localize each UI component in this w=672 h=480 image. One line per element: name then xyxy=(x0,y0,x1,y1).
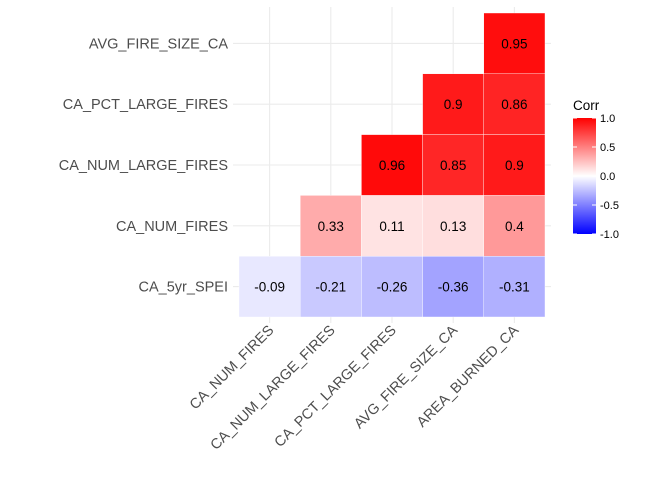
heatmap-cell-ca-num-fires-ca-pct-large-fires xyxy=(361,195,423,257)
heatmap-cell-ca-num-large-fires-avg-fire-size-ca xyxy=(422,134,485,196)
cell-value-label: 0.86 xyxy=(501,97,527,112)
y-tick-label-ca-num-fires: CA_NUM_FIRES xyxy=(116,219,228,235)
heatmap-cell-ca-num-fires-ca-num-large-fires xyxy=(300,195,362,257)
heatmap-cell-ca-pct-large-fires-avg-fire-size-ca xyxy=(422,73,485,135)
legend-tick-label: 0.5 xyxy=(600,142,615,154)
cell-value-label: 0.85 xyxy=(440,158,466,173)
cell-value-label: 0.4 xyxy=(505,219,524,234)
cell-value-label: 0.11 xyxy=(379,219,404,234)
heatmap-cell-ca-5yr-spei-ca-num-large-fires xyxy=(300,256,362,318)
x-tick-label-ca-num-large-fires: CA_NUM_LARGE_FIRES xyxy=(208,323,339,454)
heatmap-cell-ca-num-fires-avg-fire-size-ca xyxy=(422,195,485,257)
heatmap-cells xyxy=(238,12,546,318)
cell-value-label: 0.96 xyxy=(379,158,405,173)
cell-value-label: 0.13 xyxy=(440,219,466,234)
cell-value-label: 0.9 xyxy=(444,97,463,112)
y-axis-tick-labels: CA_5yr_SPEI CA_NUM_FIRES CA_NUM_LARGE_FIRE… xyxy=(59,36,229,295)
heatmap-cell-ca-num-fires-area-burned-ca xyxy=(483,195,546,257)
legend-color-bar xyxy=(573,118,596,234)
heatmap-cell-ca-5yr-spei-ca-pct-large-fires xyxy=(361,256,423,318)
heatmap-cell-ca-5yr-spei-ca-num-fires xyxy=(238,256,301,318)
x-tick-label-avg-fire-size-ca: AVG_FIRE_SIZE_CA xyxy=(351,322,461,432)
legend-tick-label: -1.0 xyxy=(600,229,619,241)
legend-title: Corr xyxy=(573,98,600,113)
cell-value-label: 0.33 xyxy=(318,219,344,234)
cell-value-label: -0.31 xyxy=(499,280,530,295)
heatmap-cell-ca-5yr-spei-area-burned-ca xyxy=(483,256,546,318)
legend-tick-label: 0.0 xyxy=(600,171,615,183)
legend-tick-label: -0.5 xyxy=(600,200,619,212)
cell-value-label: -0.09 xyxy=(254,280,285,295)
cell-value-label: 0.9 xyxy=(505,158,524,173)
y-tick-label-avg-fire-size-ca: AVG_FIRE_SIZE_CA xyxy=(89,36,228,52)
cell-value-labels: -0.09 -0.21 -0.26 -0.36 -0.31 0.33 0.11 0.13 0.4… xyxy=(254,36,530,294)
y-tick-label-ca-num-large-fires: CA_NUM_LARGE_FIRES xyxy=(59,158,228,174)
legend-tick-label: 1.0 xyxy=(600,113,615,125)
cell-value-label: -0.26 xyxy=(377,280,408,295)
heatmap-cell-ca-num-large-fires-area-burned-ca xyxy=(483,134,546,196)
x-tick-label-ca-pct-large-fires: CA_PCT_LARGE_FIRES xyxy=(272,323,400,451)
x-tick-label-area-burned-ca: AREA_BURNED_CA xyxy=(414,322,522,430)
x-axis-tick-labels: CA_NUM_FIRESCA_NUM_LARGE_FIRESCA_PCT_LAR… xyxy=(187,322,523,453)
heatmap-cell-ca-5yr-spei-avg-fire-size-ca xyxy=(422,256,485,318)
y-tick-label-ca-5yr-spei: CA_5yr_SPEI xyxy=(139,280,228,296)
y-tick-label-ca-pct-large-fires: CA_PCT_LARGE_FIRES xyxy=(63,97,228,113)
heatmap-cell-ca-num-large-fires-ca-pct-large-fires xyxy=(361,134,423,196)
cell-value-label: 0.95 xyxy=(501,36,527,51)
color-legend: Corr 1.0 0.5 0.0 -0.5 -1.0 xyxy=(573,98,619,241)
cell-value-label: -0.21 xyxy=(315,280,346,295)
heatmap-cell-avg-fire-size-ca-area-burned-ca xyxy=(483,12,546,74)
cell-value-label: -0.36 xyxy=(438,280,469,295)
